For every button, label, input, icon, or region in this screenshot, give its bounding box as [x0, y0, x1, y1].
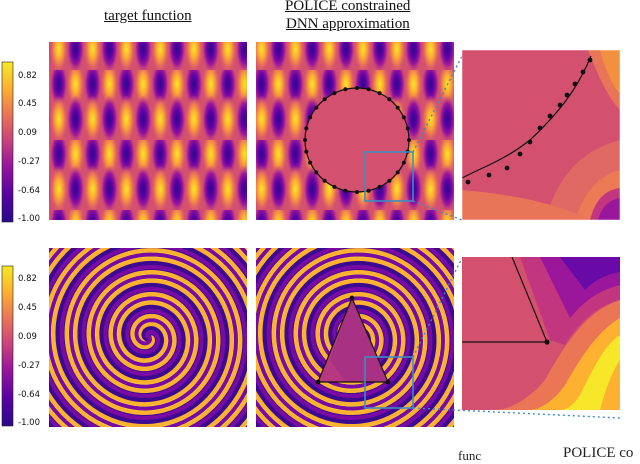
cbar-top-tick-3: 0.09: [18, 128, 37, 138]
constraint-vertex: [304, 149, 309, 154]
spiral-band: [49, 248, 247, 427]
zoom-frame-top: [461, 49, 621, 221]
clipped-caption-right: POLICE co: [563, 445, 634, 461]
cbar-top-tick-1: 0.82: [18, 71, 37, 81]
cbar-top-tick-5: -0.64: [18, 186, 40, 196]
constraint-vertex: [314, 105, 319, 110]
constraint-vertex: [322, 97, 327, 102]
constraint-vertex: [322, 178, 327, 183]
clipped-caption-left: func: [458, 448, 482, 463]
cbar-top-tick-4: -0.27: [18, 157, 40, 167]
constraint-vertices: [303, 86, 411, 194]
zoom-connector-top-lower: [412, 200, 463, 221]
constraint-vertex: [343, 87, 348, 92]
constraint-vertex: [308, 115, 313, 120]
constraint-vertex: [304, 126, 309, 131]
constraint-vertex: [332, 184, 337, 189]
constraint-vertex: [332, 91, 337, 96]
cbar-bottom-tick-3: 0.09: [18, 332, 37, 342]
header-police-line1: POLICE constrained: [285, 0, 411, 14]
constraint-vertex: [377, 184, 382, 189]
zoom-box-top: [364, 151, 414, 202]
panel-target-spiral: [49, 248, 247, 427]
panel-zoom-bottom: [462, 257, 620, 410]
constraint-vertex: [401, 160, 406, 165]
header-police-line2: DNN approximation: [286, 16, 410, 32]
cbar-bottom-tick-2: 0.45: [18, 303, 37, 313]
constraint-vertex: [303, 138, 307, 142]
constraint-vertex: [355, 190, 359, 194]
spiral-band: [256, 248, 454, 427]
spiral-band: [49, 248, 247, 427]
header-target-function: target function: [104, 8, 192, 24]
zoom-connector-bottom-upper: [412, 257, 463, 358]
cbar-top-tick-2: 0.45: [18, 99, 37, 109]
spiral-band: [49, 248, 247, 427]
panel-police-sinusoid: [256, 42, 454, 220]
cbar-top-tick-6: -1.00: [18, 214, 40, 224]
constraint-vertex: [377, 91, 382, 96]
constraint-vertex: [387, 97, 392, 102]
constraint-vertex: [314, 170, 319, 175]
zoom-box-bottom: [364, 356, 414, 409]
constraint-vertex: [366, 87, 371, 92]
cbar-bottom-tick-4: -0.27: [18, 361, 40, 371]
constraint-vertex: [401, 115, 406, 120]
constraint-vertex: [366, 188, 371, 193]
cbar-bottom-tick-5: -0.64: [18, 390, 40, 400]
constraint-vertex: [387, 178, 392, 183]
constraint-vertex: [343, 188, 348, 193]
constraint-vertex: [355, 86, 359, 90]
cbar-bottom-tick-6: -1.00: [18, 418, 40, 428]
constraint-vertex: [407, 138, 411, 142]
panel-zoom-top: [462, 50, 620, 220]
colorbar-top: [1, 61, 14, 223]
constraint-vertex: [405, 126, 410, 131]
cbar-bottom-tick-1: 0.82: [18, 274, 37, 284]
panel-target-sinusoid: [49, 42, 247, 220]
spiral-band: [49, 248, 247, 427]
constraint-vertex: [395, 105, 400, 110]
constraint-triangle: [317, 296, 389, 383]
constraint-vertex: [308, 160, 313, 165]
spiral-band: [256, 248, 454, 427]
colorbar-bottom: [1, 265, 14, 427]
constraint-vertex: [395, 170, 400, 175]
panel-police-spiral: [256, 248, 454, 427]
